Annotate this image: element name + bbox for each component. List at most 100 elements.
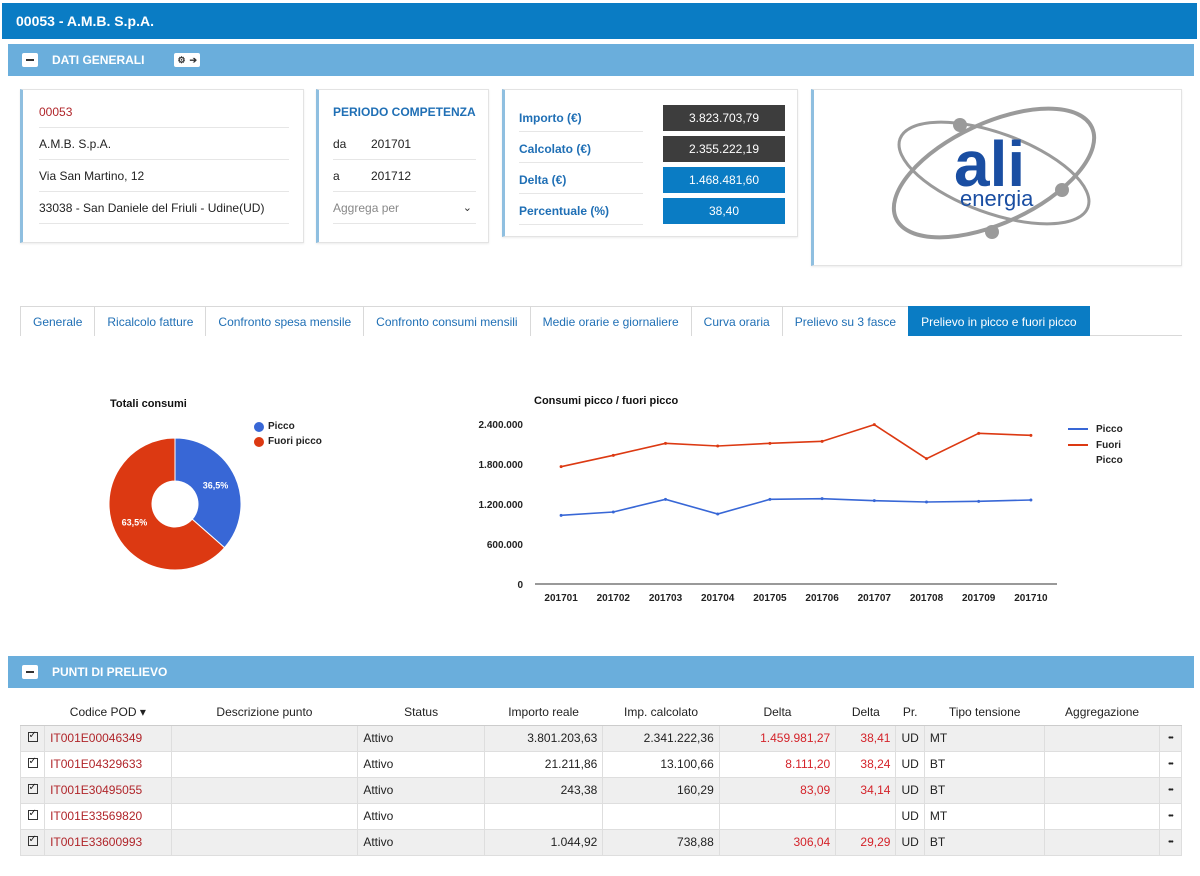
customer-code: 00053 xyxy=(39,96,289,128)
legend-swatch xyxy=(1068,444,1088,446)
aggrega-select[interactable]: Aggrega per ⌄ xyxy=(333,192,476,224)
row-checkbox[interactable] xyxy=(27,782,38,794)
data-point[interactable] xyxy=(611,453,615,457)
cell-importo: 243,38 xyxy=(483,776,604,804)
data-point[interactable] xyxy=(1029,433,1033,437)
tab-confronto-spesa-mensile[interactable]: Confronto spesa mensile xyxy=(205,306,365,336)
data-point[interactable] xyxy=(1029,498,1033,502)
cell-status: Attivo xyxy=(357,724,485,752)
data-point[interactable] xyxy=(664,441,667,445)
data-point[interactable] xyxy=(559,513,563,517)
cell: ••• xyxy=(1158,802,1183,830)
cell-delta: 8.111,20 xyxy=(718,750,837,778)
col-aggregazione[interactable]: Aggregazione xyxy=(1044,700,1160,726)
table-row[interactable]: IT001E33600993 Attivo1.044,92738,88306,04… xyxy=(19,828,1183,856)
data-point[interactable] xyxy=(977,499,981,503)
pie-slice-fuori-picco[interactable] xyxy=(108,437,226,571)
data-point[interactable] xyxy=(820,439,824,443)
cell-aggr xyxy=(1044,776,1160,804)
more-icon[interactable]: ••• xyxy=(1168,786,1173,794)
table-row[interactable]: IT001E04329633 Attivo21.211,8613.100,668.… xyxy=(19,750,1183,778)
cell-descr xyxy=(170,776,359,804)
importo-row: Delta (€) 1.468.481,60 xyxy=(519,164,785,195)
logo-text-main: ali xyxy=(954,128,1025,200)
col-descrizione[interactable]: Descrizione punto xyxy=(171,700,358,726)
col-imp-calcolato[interactable]: Imp. calcolato xyxy=(602,700,720,726)
tab-bar: Generale Ricalcolo fatture Confronto spesa… xyxy=(20,306,1182,336)
cell-tensione: BT xyxy=(923,828,1046,856)
data-point[interactable] xyxy=(872,423,876,427)
col-tipo-tensione[interactable]: Tipo tensione xyxy=(924,700,1045,726)
cell xyxy=(19,750,46,778)
row-checkbox[interactable] xyxy=(27,834,38,846)
cell-pr: UD xyxy=(895,750,925,778)
series-line-fuori-picco[interactable] xyxy=(560,423,1031,468)
tab-medie-orarie-e-giornaliere[interactable]: Medie orarie e giornaliere xyxy=(529,306,692,336)
line-legend-item[interactable]: Fuori Picco xyxy=(1068,438,1142,468)
data-point[interactable] xyxy=(716,444,720,448)
cell-calcolato: 738,88 xyxy=(602,828,720,856)
pie-legend-item[interactable]: Picco xyxy=(254,421,295,432)
data-point[interactable] xyxy=(768,497,772,501)
more-icon[interactable]: ••• xyxy=(1168,838,1173,846)
data-point[interactable] xyxy=(820,497,824,501)
cell-pod: IT001E33569820 xyxy=(44,802,172,830)
a-value[interactable]: 201712 xyxy=(371,168,412,183)
more-icon[interactable]: ••• xyxy=(1168,812,1173,820)
pie-legend-item[interactable]: Fuori picco xyxy=(254,436,322,447)
col-importo-reale[interactable]: Importo reale xyxy=(484,700,603,726)
cell-importo: 3.801.203,63 xyxy=(483,724,604,752)
row-checkbox[interactable] xyxy=(27,756,38,768)
data-point[interactable] xyxy=(925,457,928,461)
table-row[interactable]: IT001E30495055 Attivo243,38160,2983,0934,… xyxy=(19,776,1183,804)
series-line-picco[interactable] xyxy=(561,497,1031,517)
cell-delta-pct: 29,29 xyxy=(835,828,897,856)
data-point[interactable] xyxy=(977,431,981,435)
line-legend-item[interactable]: Picco xyxy=(1068,422,1142,437)
col-delta[interactable]: Delta xyxy=(719,700,836,726)
data-point[interactable] xyxy=(611,510,615,514)
ali-energia-logo: ali energia xyxy=(891,106,1097,240)
x-tick-label: 201706 xyxy=(805,593,839,604)
pie-data-label: 63,5% xyxy=(122,517,148,527)
export-icon[interactable]: ➔ xyxy=(189,55,198,65)
data-point[interactable] xyxy=(925,500,928,504)
tab-prelievo-su-3-fasce[interactable]: Prelievo su 3 fasce xyxy=(781,306,910,336)
col-status[interactable]: Status xyxy=(357,700,485,726)
data-point[interactable] xyxy=(768,441,772,445)
section-punti-prelievo: PUNTI DI PRELIEVO xyxy=(8,656,1194,688)
more-icon[interactable]: ••• xyxy=(1168,734,1173,742)
tab-ricalcolo-fatture[interactable]: Ricalcolo fatture xyxy=(94,306,207,336)
table-row[interactable]: IT001E00046349 Attivo3.801.203,632.341.22… xyxy=(19,724,1183,752)
cell-delta-pct xyxy=(835,802,897,830)
col-codice-pod[interactable]: Codice POD ▾ xyxy=(44,700,172,726)
pie-slice-picco[interactable] xyxy=(174,437,242,549)
cell-importo xyxy=(483,802,604,830)
collapse-icon[interactable] xyxy=(22,53,38,67)
tab-generale[interactable]: Generale xyxy=(20,306,96,336)
data-point[interactable] xyxy=(559,465,563,469)
periodo-da-row: da 201701 xyxy=(333,128,476,160)
data-point[interactable] xyxy=(664,497,667,501)
data-point[interactable] xyxy=(716,512,720,516)
tab-prelievo-in-picco-e-fuori-picco[interactable]: Prelievo in picco e fuori picco xyxy=(908,306,1090,336)
col-pr[interactable]: Pr. xyxy=(895,700,925,726)
cell-tensione: BT xyxy=(923,750,1046,778)
col-delta-pct[interactable]: Delta xyxy=(835,700,896,726)
data-point[interactable] xyxy=(872,499,876,503)
collapse-icon[interactable] xyxy=(22,665,38,679)
row-checkbox[interactable] xyxy=(27,808,38,820)
cell-descr xyxy=(170,750,359,778)
da-value[interactable]: 201701 xyxy=(371,136,412,151)
cell-aggr xyxy=(1044,750,1160,778)
tab-curva-oraria[interactable]: Curva oraria xyxy=(690,306,783,336)
cell-tensione: MT xyxy=(923,802,1046,830)
row-checkbox[interactable] xyxy=(27,730,38,742)
x-tick-label: 201704 xyxy=(701,593,735,604)
tab-confronto-consumi-mensili[interactable]: Confronto consumi mensili xyxy=(363,306,531,336)
cell-calcolato: 13.100,66 xyxy=(602,750,720,778)
settings-icon[interactable]: ⚙ xyxy=(177,55,186,65)
importo-label: Delta (€) xyxy=(519,166,643,194)
more-icon[interactable]: ••• xyxy=(1168,760,1173,768)
